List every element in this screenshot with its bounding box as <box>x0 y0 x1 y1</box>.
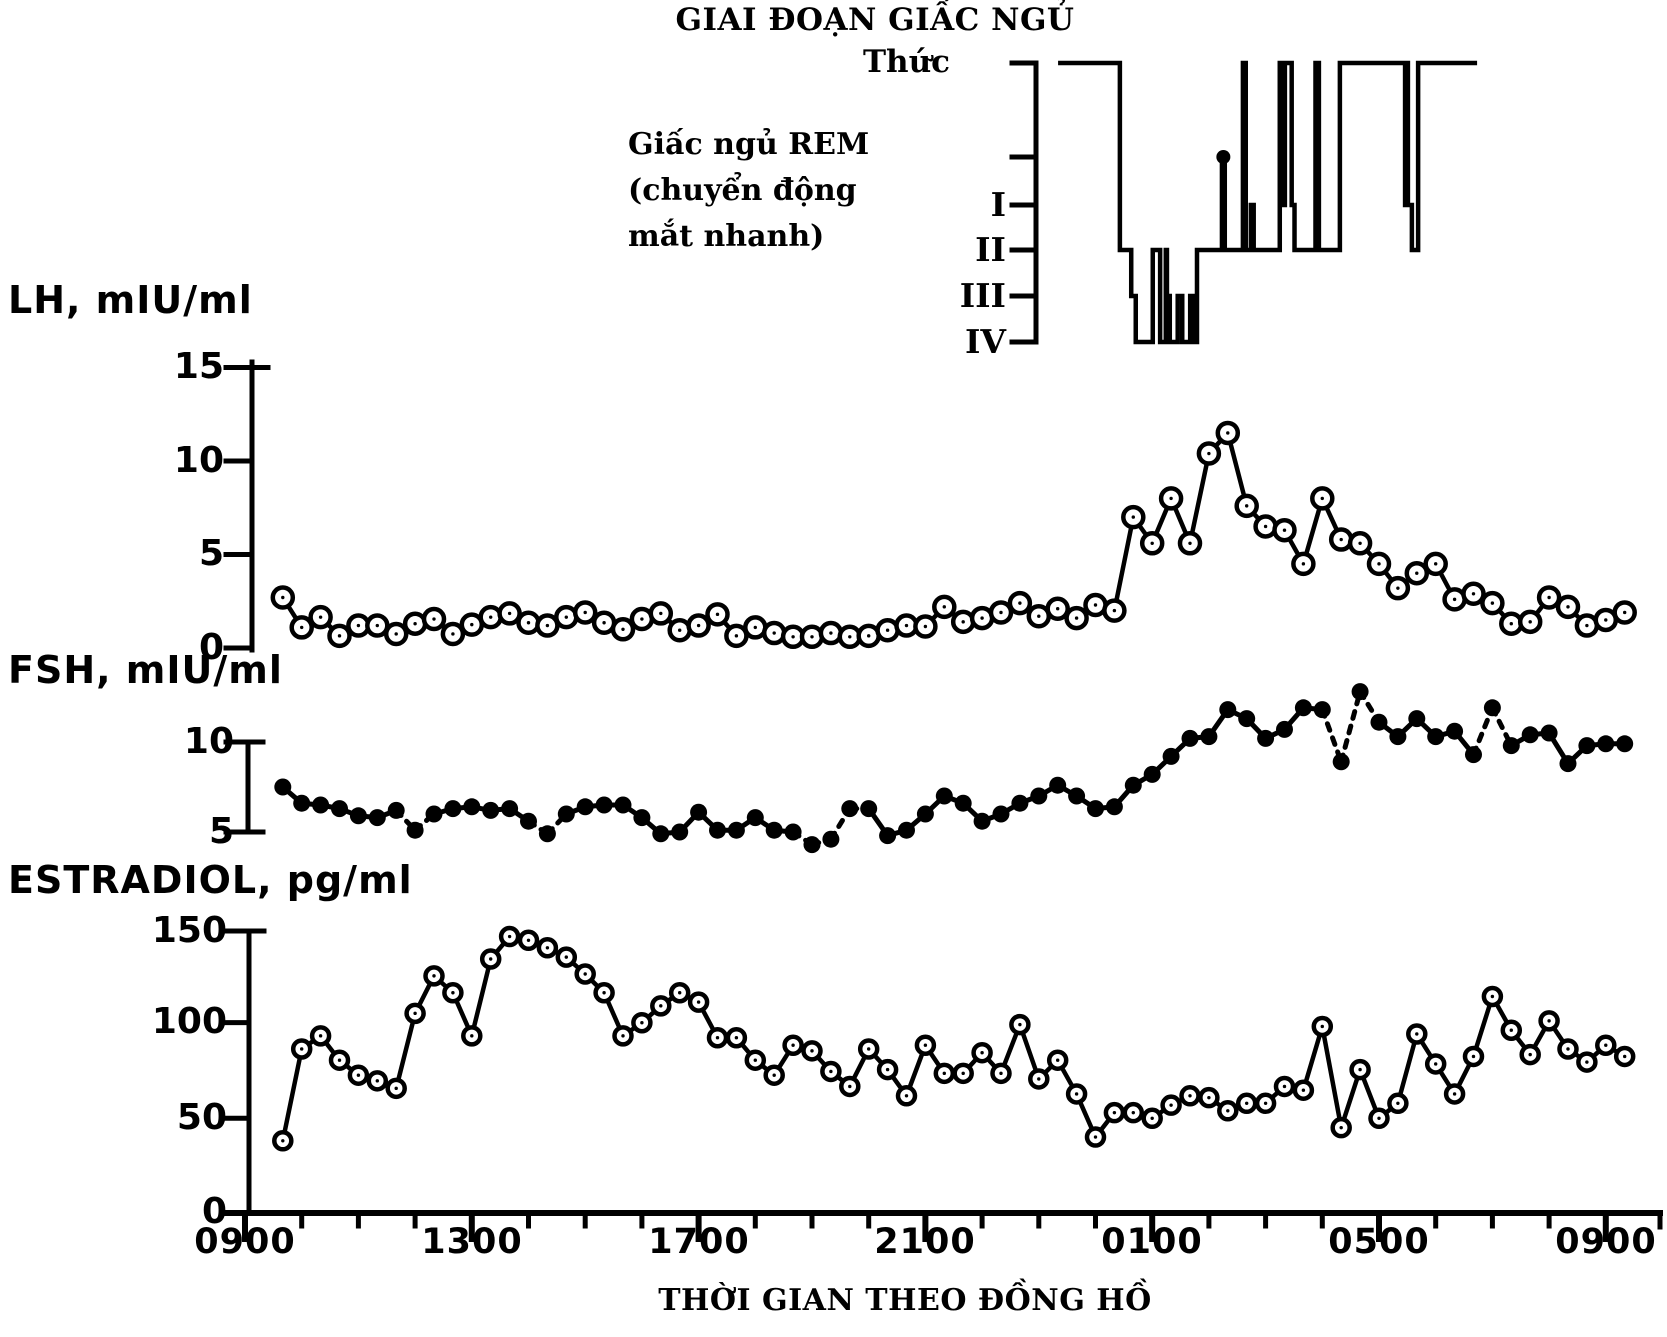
stage-label-1: I <box>990 185 1006 224</box>
xtick-0900b: 0900 <box>1555 1222 1657 1262</box>
e2-ytick-150: 150 <box>151 910 227 951</box>
x-axis-label: THỜI GIAN THEO ĐỒNG HỒ <box>658 1283 1152 1318</box>
rem-label-line3: mắt nhanh) <box>628 219 825 254</box>
stage-label-3: III <box>959 276 1006 315</box>
xtick-0100: 0100 <box>1101 1222 1203 1262</box>
xtick-1300: 1300 <box>421 1222 523 1262</box>
xtick-1700: 1700 <box>648 1222 750 1262</box>
rem-label-line2: (chuyển động <box>628 173 857 208</box>
lh-ytick-5: 5 <box>198 533 224 574</box>
lh-ytick-10: 10 <box>173 440 224 481</box>
stage-label-4: IV <box>964 322 1006 361</box>
e2-ytick-100: 100 <box>151 1001 227 1042</box>
xtick-0900a: 0900 <box>194 1222 296 1262</box>
e2-ytick-50: 50 <box>176 1097 227 1138</box>
stage-label-2: II <box>975 230 1006 269</box>
lh-axis-label: LH, mIU/ml <box>8 278 253 322</box>
rem-label-line1: Giấc ngủ REM <box>628 127 870 162</box>
lh-ytick-0: 0 <box>198 627 224 668</box>
awake-stage-label: Thức <box>862 44 950 80</box>
lh-ytick-15: 15 <box>173 346 224 387</box>
estradiol-axis-label: ESTRADIOL, pg/ml <box>8 858 413 902</box>
xtick-0500: 0500 <box>1328 1222 1430 1262</box>
e2-ytick-0: 0 <box>201 1191 227 1232</box>
xtick-2100: 2100 <box>874 1222 976 1262</box>
fsh-axis-label: FSH, mIU/ml <box>8 648 283 692</box>
fsh-ytick-5: 5 <box>208 811 234 852</box>
rem-stage-label: Giấc ngủ REM (chuyển động mắt nhanh) <box>628 122 869 260</box>
sleep-panel-title: GIAI ĐOẠN GIẤC NGỦ <box>675 2 1075 38</box>
fsh-ytick-10: 10 <box>183 721 234 762</box>
